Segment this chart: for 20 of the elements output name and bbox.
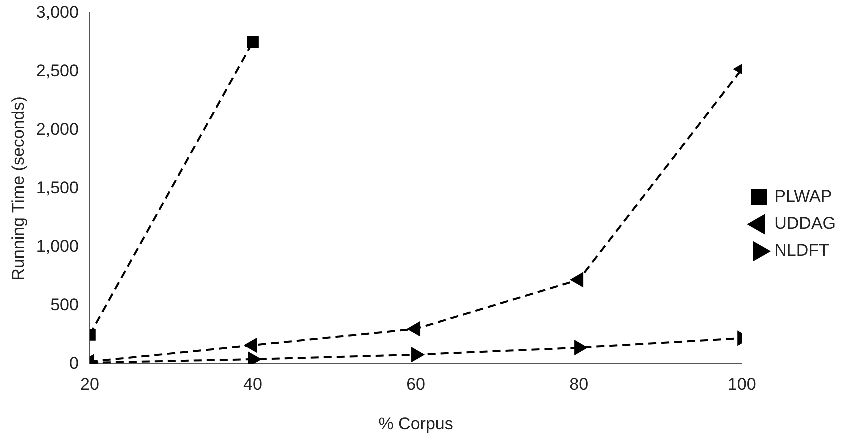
y-tick-label: 3,000 [36, 2, 79, 22]
y-axis-title: Running Time (seconds) [8, 96, 28, 281]
y-tick-label: 2,000 [36, 120, 79, 139]
y-tick-label: 2,500 [36, 61, 79, 80]
x-tick-label: 40 [244, 375, 262, 394]
x-tick-label: 80 [570, 375, 589, 394]
x-tick-label: 20 [80, 375, 100, 394]
y-tick-label: 500 [50, 295, 79, 314]
point [571, 272, 584, 288]
point [408, 322, 421, 336]
legend-label: NLDFT [774, 241, 830, 260]
x-tick-label: 60 [406, 375, 426, 394]
x-axis-title: % Corpus [378, 414, 454, 434]
point [248, 352, 261, 364]
y-tick-label: 1,000 [36, 236, 79, 256]
x-tick-label: 100 [728, 375, 756, 394]
legend-label: PLWAP [774, 187, 832, 206]
y-tick-label: 0 [69, 354, 79, 373]
y-tick-label: 1,500 [36, 178, 79, 198]
legend-label: UDDAG [774, 214, 836, 234]
